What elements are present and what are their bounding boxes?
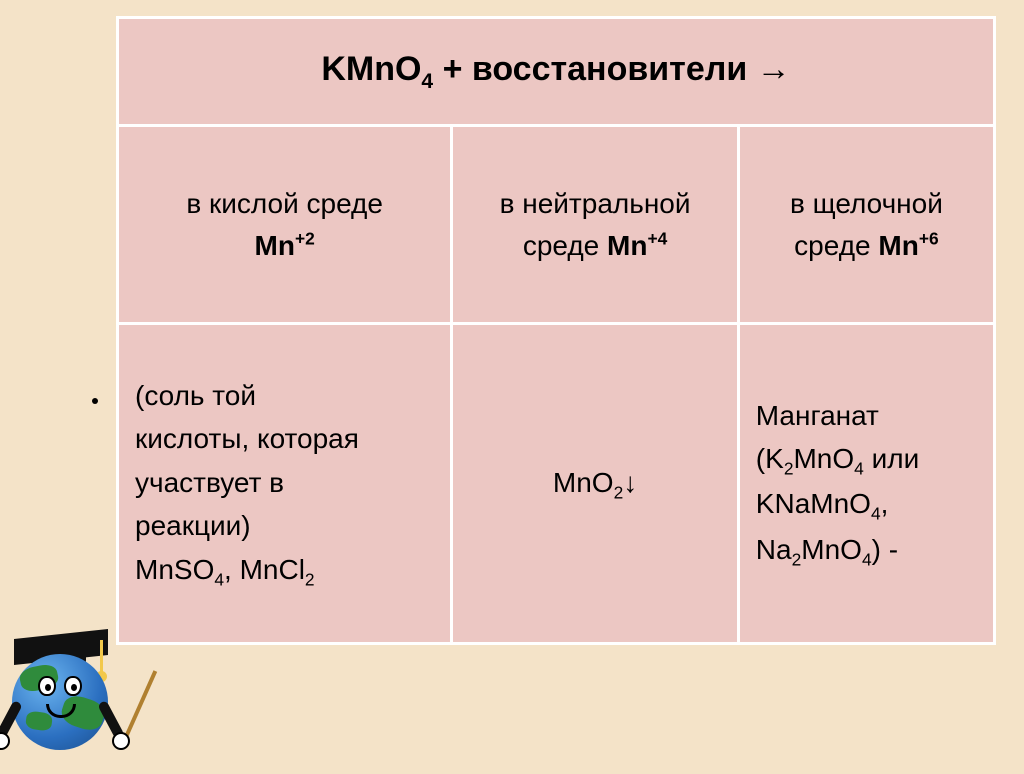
prod-acidic-t1: (соль той — [135, 380, 256, 411]
prod-alk-sep2: , — [881, 488, 889, 519]
prod-acidic-t2: кислоты, которая — [135, 423, 359, 454]
title-compound-sub: 4 — [421, 69, 433, 92]
slide: KMnO4 + восстановители → в кислой среде … — [0, 0, 1024, 768]
mascot-eye-left — [38, 676, 56, 696]
env-acidic-line1: в кислой среде — [186, 188, 383, 219]
environment-row: в кислой среде Mn+2 в нейтральной среде … — [118, 126, 995, 324]
prod-alk-b-pre: KNaMnO — [756, 488, 871, 519]
prod-alk-c-pre: Na — [756, 534, 792, 565]
title-post: + восстановители → — [433, 50, 791, 88]
mascot-globe-body — [12, 654, 108, 750]
prod-acidic-ex2-pre: MnCl — [240, 554, 305, 585]
env-acidic-species: Mn — [255, 230, 295, 261]
env-neutral-charge: +4 — [647, 228, 667, 248]
prod-neutral-cell: MnO2↓ — [452, 324, 739, 644]
mascot-hand-left — [0, 732, 10, 750]
env-neutral-cell: в нейтральной среде Mn+4 — [452, 126, 739, 324]
prod-acidic-ex1-sub: 4 — [214, 569, 224, 589]
mascot-hand-right — [112, 732, 130, 750]
prod-alk-label: Манганат — [756, 400, 879, 431]
prod-alk-a-pre: K — [765, 443, 784, 474]
title-compound-pre: KMnO — [321, 50, 421, 88]
prod-acidic-ex1-pre: MnSO — [135, 554, 214, 585]
prod-acidic-cell: (соль той кислоты, которая участвует в р… — [118, 324, 452, 644]
bullet-dot — [92, 398, 98, 404]
prod-alk-c-mid: MnO — [801, 534, 862, 565]
prod-alk-c-sub1: 2 — [792, 550, 802, 570]
mascot-tassel — [100, 640, 103, 674]
prod-neutral-arrow: ↓ — [623, 467, 637, 498]
prod-alk-c-sub2: 4 — [862, 550, 872, 570]
prod-acidic-sep: , — [224, 554, 240, 585]
env-neutral-line2: среде — [523, 230, 607, 261]
env-acidic-charge: +2 — [295, 228, 315, 248]
prod-acidic-t3: участвует в — [135, 467, 284, 498]
table-title: KMnO4 + восстановители → — [118, 18, 995, 126]
env-alkaline-species: Mn — [878, 230, 918, 261]
env-alkaline-line1: в щелочной — [790, 188, 943, 219]
prod-alk-a-mid: MnO — [793, 443, 854, 474]
prod-acidic-ex2-sub: 2 — [305, 569, 315, 589]
prod-neutral-sub: 2 — [614, 482, 624, 502]
reaction-table: KMnO4 + восстановители → в кислой среде … — [116, 16, 996, 645]
env-alkaline-cell: в щелочной среде Mn+6 — [738, 126, 994, 324]
prod-alk-open: ( — [756, 443, 765, 474]
mascot-scholar-globe — [0, 604, 134, 774]
products-row: (соль той кислоты, которая участвует в р… — [118, 324, 995, 644]
prod-acidic-t4: реакции) — [135, 510, 251, 541]
prod-alk-close: ) - — [872, 534, 898, 565]
mascot-eye-right — [64, 676, 82, 696]
env-alkaline-line2: среде — [794, 230, 878, 261]
prod-alkaline-cell: Манганат (K2MnO4 или KNaMnO4, Na2MnO4) - — [738, 324, 994, 644]
header-row: KMnO4 + восстановители → — [118, 18, 995, 126]
env-neutral-species: Mn — [607, 230, 647, 261]
prod-neutral-pre: MnO — [553, 467, 614, 498]
env-alkaline-charge: +6 — [919, 228, 939, 248]
prod-alk-a-sub2: 4 — [854, 459, 864, 479]
env-neutral-line1: в нейтральной — [500, 188, 691, 219]
prod-alk-b-sub: 4 — [871, 504, 881, 524]
env-acidic-cell: в кислой среде Mn+2 — [118, 126, 452, 324]
prod-alk-or: или — [864, 443, 919, 474]
